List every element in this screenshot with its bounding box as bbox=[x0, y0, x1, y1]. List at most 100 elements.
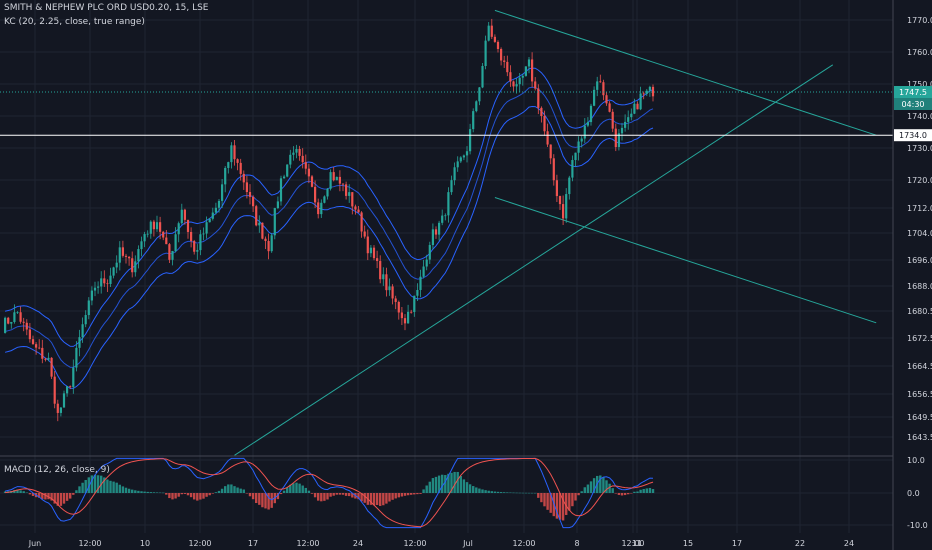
candle-body[interactable] bbox=[242, 173, 245, 183]
candle-body[interactable] bbox=[292, 152, 295, 155]
macd-histogram-bar[interactable] bbox=[224, 486, 227, 493]
macd-histogram-bar[interactable] bbox=[186, 493, 190, 496]
macd-histogram-bar[interactable] bbox=[623, 493, 627, 496]
macd-histogram-bar[interactable] bbox=[193, 493, 196, 500]
candle-body[interactable] bbox=[574, 152, 577, 161]
candle-body[interactable] bbox=[419, 276, 422, 290]
candle-body[interactable] bbox=[503, 60, 506, 62]
macd-histogram-bar[interactable] bbox=[620, 493, 624, 496]
price-pane[interactable] bbox=[0, 9, 893, 456]
candle-body[interactable] bbox=[475, 101, 478, 112]
candle-body[interactable] bbox=[155, 222, 159, 230]
candle-body[interactable] bbox=[87, 300, 90, 316]
candle-body[interactable] bbox=[38, 347, 41, 349]
macd-histogram-bar[interactable] bbox=[72, 493, 75, 495]
macd-histogram-bar[interactable] bbox=[493, 491, 497, 493]
macd-histogram-bar[interactable] bbox=[177, 493, 180, 497]
candle-body[interactable] bbox=[509, 72, 512, 82]
macd-histogram-bar[interactable] bbox=[220, 488, 224, 493]
candle-body[interactable] bbox=[549, 144, 552, 159]
candle-body[interactable] bbox=[438, 222, 441, 235]
macd-histogram-bar[interactable] bbox=[131, 489, 134, 493]
macd-histogram-bar[interactable] bbox=[258, 493, 261, 505]
macd-histogram-bar[interactable] bbox=[16, 489, 19, 493]
macd-histogram-bar[interactable] bbox=[512, 492, 515, 494]
macd-histogram-bar[interactable] bbox=[313, 493, 317, 498]
candle-body[interactable] bbox=[416, 289, 419, 296]
candle-body[interactable] bbox=[394, 298, 397, 302]
macd-histogram-bar[interactable] bbox=[140, 491, 143, 493]
macd-histogram-bar[interactable] bbox=[527, 492, 531, 494]
macd-histogram-bar[interactable] bbox=[441, 474, 444, 493]
macd-histogram-bar[interactable] bbox=[38, 493, 41, 498]
macd-histogram-bar[interactable] bbox=[13, 489, 16, 493]
candle-body[interactable] bbox=[493, 36, 496, 42]
macd-histogram-bar[interactable] bbox=[425, 485, 428, 493]
macd-histogram-bar[interactable] bbox=[484, 490, 487, 493]
candle-body[interactable] bbox=[366, 236, 369, 254]
candle-body[interactable] bbox=[481, 66, 484, 88]
candle-body[interactable] bbox=[180, 209, 183, 224]
candle-body[interactable] bbox=[252, 196, 255, 207]
macd-histogram-bar[interactable] bbox=[22, 491, 25, 493]
candle-body[interactable] bbox=[605, 95, 608, 104]
candle-body[interactable] bbox=[115, 262, 118, 268]
trendline[interactable] bbox=[494, 197, 877, 324]
macd-histogram-bar[interactable] bbox=[124, 487, 128, 493]
macd-histogram-bar[interactable] bbox=[168, 493, 171, 499]
candle-body[interactable] bbox=[642, 93, 645, 95]
candle-body[interactable] bbox=[546, 131, 549, 145]
macd-histogram-bar[interactable] bbox=[403, 493, 407, 496]
macd-histogram-bar[interactable] bbox=[341, 493, 345, 495]
macd-histogram-bar[interactable] bbox=[329, 493, 332, 497]
candle-body[interactable] bbox=[25, 322, 28, 330]
candle-body[interactable] bbox=[236, 159, 239, 163]
candle-body[interactable] bbox=[264, 238, 267, 242]
candle-body[interactable] bbox=[7, 317, 10, 324]
macd-histogram-bar[interactable] bbox=[406, 493, 410, 496]
candle-body[interactable] bbox=[620, 127, 624, 134]
macd-histogram-bar[interactable] bbox=[208, 493, 211, 496]
candle-body[interactable] bbox=[289, 154, 292, 165]
macd-histogram-bar[interactable] bbox=[555, 493, 559, 519]
macd-histogram-bar[interactable] bbox=[434, 476, 438, 493]
candle-body[interactable] bbox=[245, 182, 248, 193]
macd-histogram-bar[interactable] bbox=[422, 489, 425, 493]
candle-body[interactable] bbox=[403, 318, 407, 324]
macd-histogram-bar[interactable] bbox=[25, 492, 28, 494]
candle-body[interactable] bbox=[202, 233, 205, 235]
macd-histogram-bar[interactable] bbox=[357, 493, 360, 500]
candle-body[interactable] bbox=[258, 222, 261, 226]
macd-histogram-bar[interactable] bbox=[431, 478, 435, 493]
candle-body[interactable] bbox=[171, 251, 174, 260]
candle-body[interactable] bbox=[608, 103, 611, 112]
macd-histogram-bar[interactable] bbox=[158, 492, 162, 494]
candle-body[interactable] bbox=[10, 321, 13, 324]
candle-body[interactable] bbox=[422, 266, 425, 277]
candle-body[interactable] bbox=[72, 367, 75, 388]
macd-histogram-bar[interactable] bbox=[348, 493, 351, 497]
candle-body[interactable] bbox=[323, 196, 326, 203]
candle-body[interactable] bbox=[469, 129, 472, 152]
macd-histogram-bar[interactable] bbox=[115, 482, 118, 493]
macd-histogram-bar[interactable] bbox=[397, 493, 400, 498]
macd-histogram-bar[interactable] bbox=[326, 493, 329, 500]
macd-histogram-bar[interactable] bbox=[571, 493, 574, 507]
macd-histogram-bar[interactable] bbox=[487, 490, 490, 493]
candle-body[interactable] bbox=[630, 113, 633, 118]
candle-body[interactable] bbox=[174, 234, 177, 252]
macd-line[interactable] bbox=[4, 457, 654, 529]
macd-histogram-bar[interactable] bbox=[605, 480, 608, 493]
candle-body[interactable] bbox=[589, 105, 593, 123]
macd-histogram-bar[interactable] bbox=[496, 491, 500, 493]
candle-body[interactable] bbox=[413, 295, 416, 312]
candle-body[interactable] bbox=[512, 81, 515, 87]
candle-body[interactable] bbox=[434, 229, 438, 235]
macd-histogram-bar[interactable] bbox=[282, 490, 286, 493]
candle-body[interactable] bbox=[379, 261, 382, 280]
candle-body[interactable] bbox=[103, 278, 106, 284]
candle-body[interactable] bbox=[611, 111, 614, 129]
macd-histogram-bar[interactable] bbox=[31, 493, 35, 496]
macd-histogram-bar[interactable] bbox=[69, 493, 72, 499]
candle-body[interactable] bbox=[152, 221, 155, 230]
